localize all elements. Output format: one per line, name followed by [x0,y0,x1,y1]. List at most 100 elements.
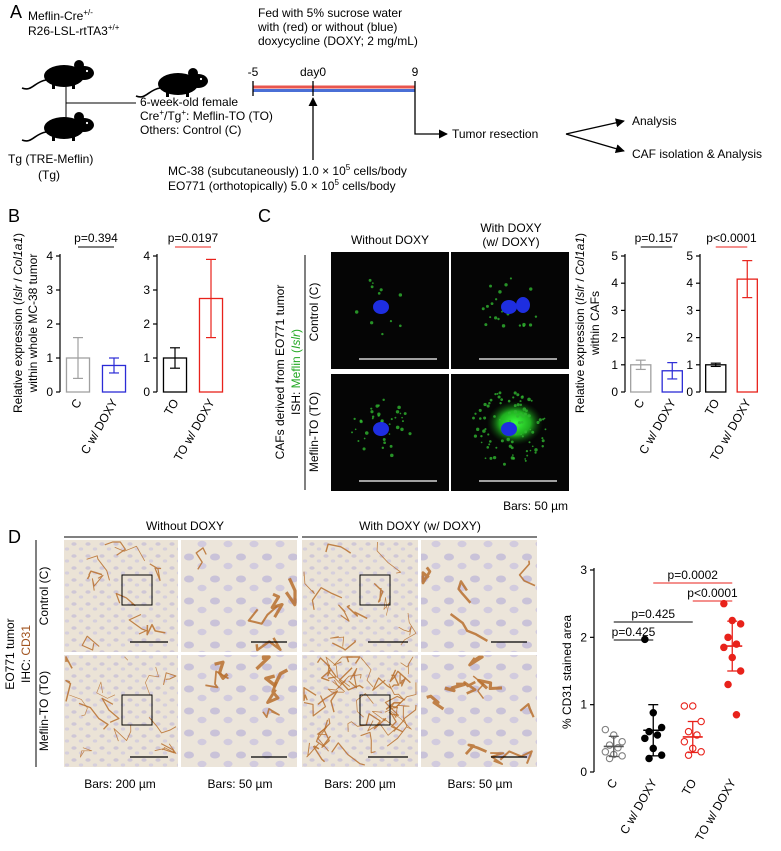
vessel [383,597,390,616]
ish-dot [520,420,524,424]
text-part: R26-LSL-rtTA3 [28,24,108,38]
vessel [325,656,351,687]
step-arrow [565,118,625,135]
y-tick-label: 1 [611,358,618,372]
ish-dot [401,420,404,423]
genotype-label: (Tg) [38,168,60,182]
micrograph [331,252,449,369]
ish-dot [513,391,517,395]
vessel [270,592,284,618]
text-part: Islr [573,284,587,301]
ish-dot [510,440,514,444]
mouse-ear [74,112,84,122]
vessel [398,626,412,636]
vessel [247,605,279,625]
ish-dot [479,417,482,420]
ish-dot [370,407,373,410]
ish-dot [508,419,512,423]
ish-dot [516,393,520,397]
side-label: CAFs derived from EO771 tumor [273,285,287,460]
ish-dot [524,430,527,433]
ish-dot [529,449,532,452]
x-tick-label: TO w/ DOXY [692,777,739,844]
mouse-eye [85,69,89,73]
vessel [376,541,402,574]
y-tick-label: 0 [580,765,587,779]
vessel [91,574,104,591]
ish-dot [484,457,487,460]
data-point [680,702,689,710]
p-value: p=0.157 [635,231,679,245]
ish-dot [541,437,544,440]
y-tick-label: 2 [686,331,693,345]
column-header: Without DOXY [351,233,429,247]
data-point [653,731,662,739]
y-tick-label: 2 [143,317,150,331]
text-part: cells/body [339,179,396,193]
vessel [148,716,177,734]
vessel [96,681,116,699]
ish-dot [397,405,401,410]
text-part: Col1a1 [573,237,587,275]
ish-dot [474,412,477,415]
micrograph-stain [303,656,417,766]
ish-dot [399,412,402,415]
ish-dot [370,410,374,414]
vessel [315,718,331,747]
ish-dot [473,434,478,438]
mouse-ear [188,68,198,78]
ish-dot [496,392,499,395]
vessel [338,667,364,691]
ish-dot [534,315,538,318]
vessel [149,563,162,582]
micrograph-signal [354,278,403,336]
vessel [214,660,229,680]
inset-box [121,574,153,606]
ish-dot [390,418,393,421]
ish-dot [364,431,369,435]
mouse-body [44,117,84,139]
x-tick-label: TO [161,397,181,418]
vessel [266,681,280,704]
ish-dot [490,302,494,306]
vessel [81,635,100,651]
ish-dot [524,459,527,462]
ish-dot [489,456,493,460]
ish-dot [529,428,532,431]
data-point [618,737,626,746]
text-part: + [181,108,186,117]
data-point [736,667,745,675]
ish-dot [399,324,402,328]
row-label: Meflin-TO (TO) [307,392,321,472]
row-label: Control (C) [307,283,321,342]
vessel [316,726,329,752]
column-header: With DOXY [480,221,541,235]
ish-dot [502,462,506,466]
timeline-label: -5 [248,65,259,79]
vessel [477,678,503,691]
ish-dot [541,439,545,443]
y-axis-label: Relative expression (Islr / Col1a1) [11,233,25,413]
ish-dot [482,429,486,433]
ish-dot [498,290,502,294]
text-part: +/- [83,8,93,17]
text-part: Islr [11,284,25,301]
text-part: Col1a1 [11,237,25,275]
mouse-icon [135,68,208,98]
ish-dot [521,435,524,438]
vessel [195,547,207,570]
resection-arrow [414,96,448,139]
vessel [386,706,408,747]
vessel [146,623,166,636]
ish-dot [483,416,487,420]
y-tick-label: 1 [46,351,53,365]
ish-dot [495,446,498,449]
nucleus [501,300,517,314]
panel-label: C [258,206,271,226]
timeline-label: 9 [412,65,419,79]
side-label: ISH: Meflin (Islr) [289,329,303,415]
ish-dot [472,416,475,420]
ish-dot [528,323,533,327]
data-point [601,748,610,756]
